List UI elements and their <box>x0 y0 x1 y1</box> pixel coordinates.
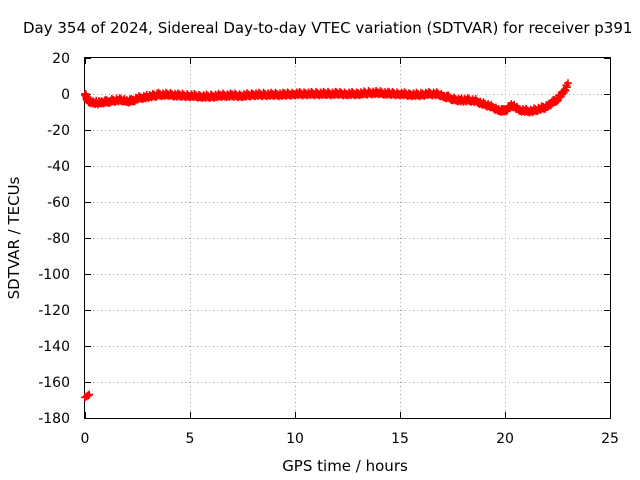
y-tick-label: 20 <box>52 51 70 67</box>
y-tick-labels: 20 0 -20 -40 -60 -80 -100 -120 -140 -160 -180 <box>38 51 70 427</box>
x-tick-label: 25 <box>601 431 619 447</box>
y-tick-label: -160 <box>38 375 70 391</box>
x-tick-label: 10 <box>286 431 304 447</box>
y-axis-label: SDTVAR / TECUs <box>5 176 23 299</box>
y-tick-label: -60 <box>47 195 70 211</box>
y-tick-label: -120 <box>38 303 70 319</box>
data-series <box>81 79 572 402</box>
y-tick-label: -40 <box>47 159 70 175</box>
x-tick-label: 0 <box>81 431 90 447</box>
y-tick-label: -180 <box>38 411 70 427</box>
data-point <box>84 391 93 400</box>
x-tick-label: 15 <box>391 431 409 447</box>
x-tick-label: 5 <box>186 431 195 447</box>
data-point <box>564 79 572 88</box>
y-tick-label: -140 <box>38 339 70 355</box>
y-tick-label: -100 <box>38 267 70 283</box>
y-tick-label: 0 <box>61 87 70 103</box>
x-axis-label: GPS time / hours <box>282 457 408 475</box>
grid <box>85 58 610 418</box>
plot-frame <box>84 57 611 419</box>
data-point <box>85 390 94 399</box>
y-tick-label: -80 <box>47 231 70 247</box>
chart-title: Day 354 of 2024, Sidereal Day-to-day VTE… <box>23 19 632 37</box>
data-point <box>562 83 571 92</box>
x-tick-label: 20 <box>496 431 514 447</box>
axis-ticks <box>85 58 611 419</box>
y-tick-label: -20 <box>47 123 70 139</box>
x-tick-labels: 0 5 10 15 20 25 <box>81 431 619 447</box>
